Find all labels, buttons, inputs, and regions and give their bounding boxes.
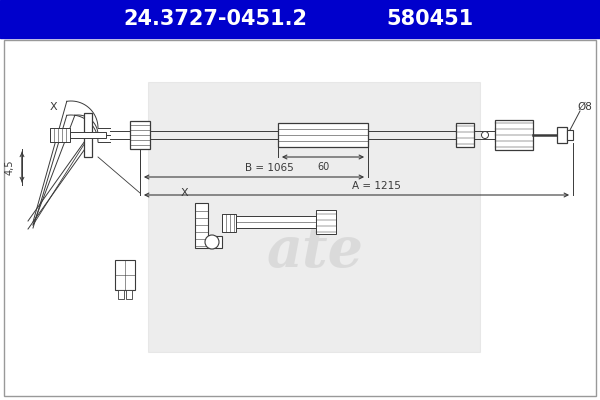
Text: 24.3727-0451.2: 24.3727-0451.2 <box>123 9 307 29</box>
Text: B = 1065: B = 1065 <box>245 163 293 173</box>
Bar <box>50 128 70 142</box>
Bar <box>236 216 316 228</box>
Text: Ø8: Ø8 <box>578 102 592 112</box>
Text: ate: ate <box>266 224 364 280</box>
Text: 580451: 580451 <box>386 9 473 29</box>
Bar <box>316 210 336 234</box>
Bar <box>118 290 124 299</box>
Text: X: X <box>180 188 188 198</box>
Bar <box>130 121 150 149</box>
Bar <box>126 290 132 299</box>
Bar <box>557 127 567 143</box>
Bar <box>84 113 92 157</box>
Bar <box>278 123 368 147</box>
Text: X: X <box>49 102 57 112</box>
Bar <box>0 0 600 38</box>
Bar <box>148 82 480 352</box>
Bar <box>222 214 236 232</box>
Bar <box>115 260 135 290</box>
Bar <box>495 120 533 150</box>
Text: A = 1215: A = 1215 <box>352 181 401 191</box>
Text: 4,5: 4,5 <box>5 159 15 175</box>
Bar <box>4 40 596 396</box>
Bar <box>456 123 474 147</box>
Circle shape <box>205 235 219 249</box>
Polygon shape <box>195 203 222 248</box>
Circle shape <box>482 132 488 138</box>
Bar <box>567 130 573 140</box>
Text: 60: 60 <box>317 162 329 172</box>
Bar <box>70 132 106 138</box>
